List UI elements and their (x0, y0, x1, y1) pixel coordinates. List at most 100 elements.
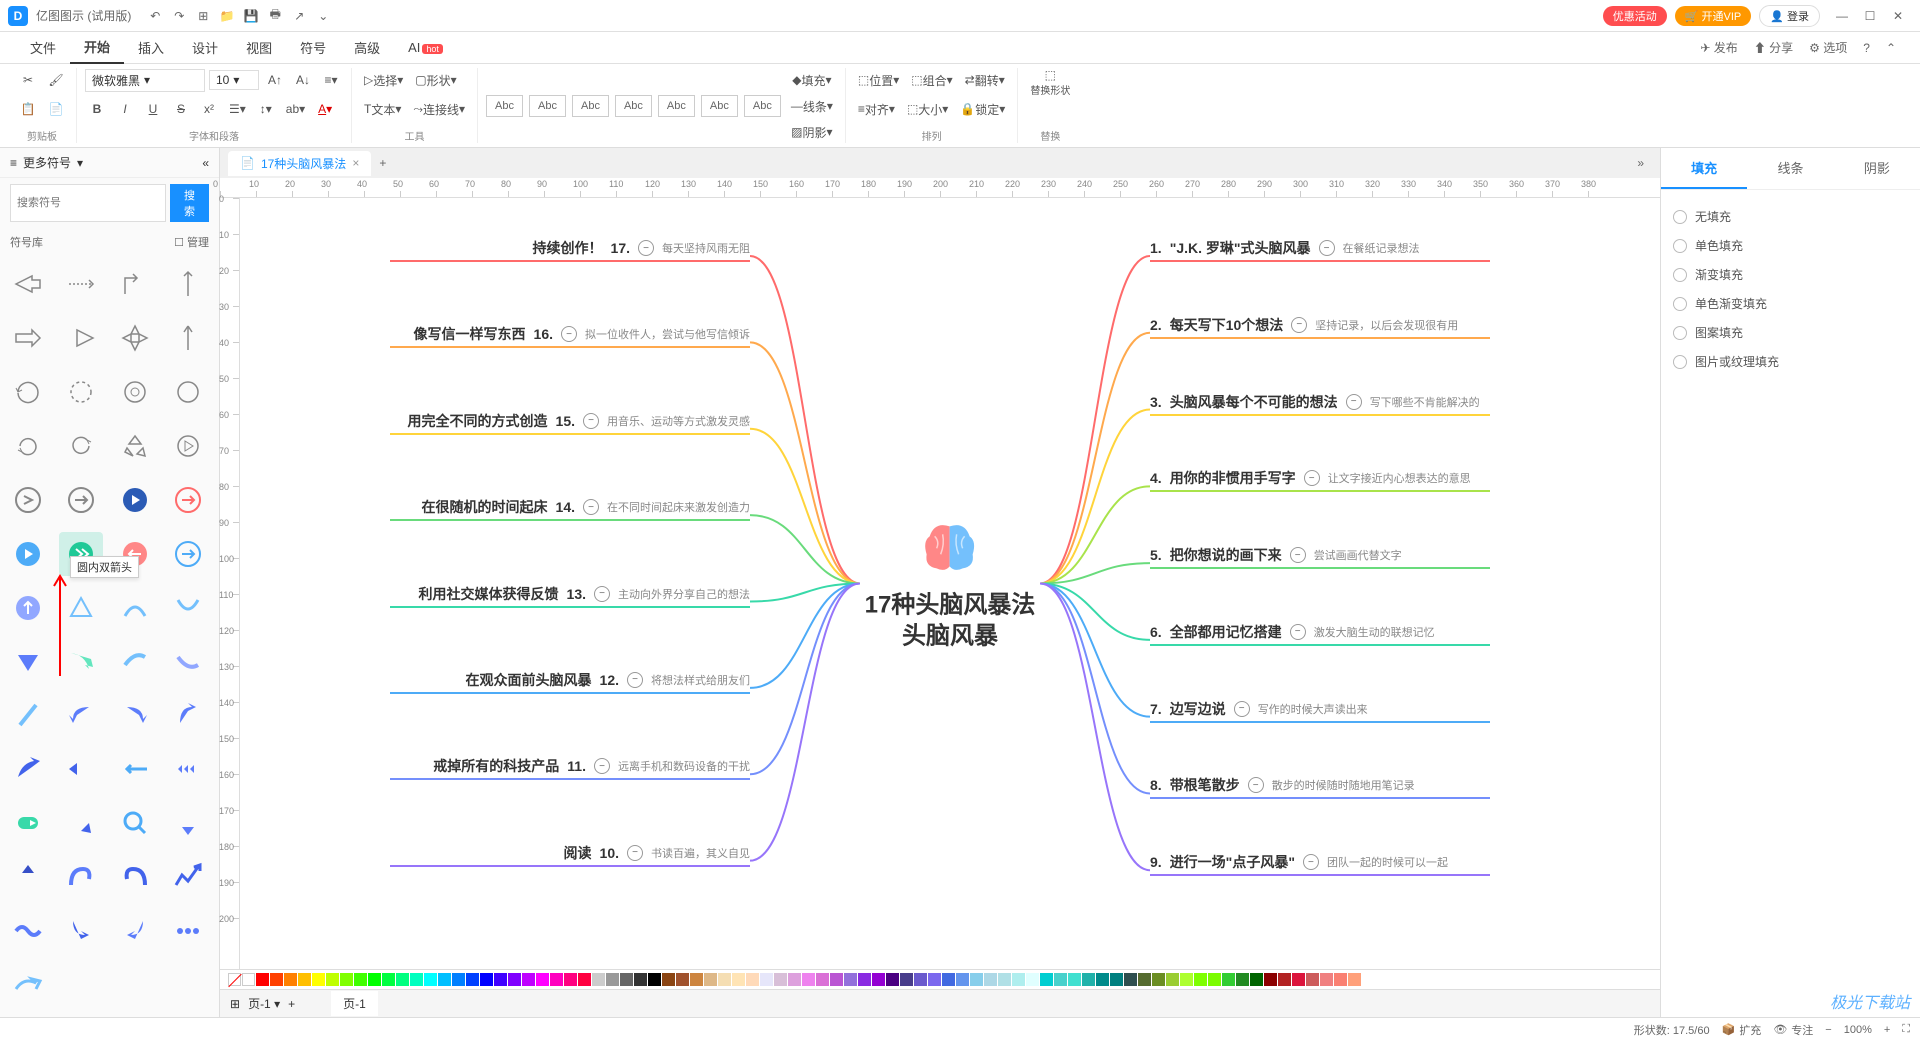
palette-swatch[interactable] (564, 973, 577, 986)
open-button[interactable]: 📁 (215, 4, 239, 28)
collapse-ribbon[interactable]: ⌃ (1878, 37, 1904, 59)
collapse-icon[interactable]: − (561, 326, 577, 342)
symbol-refresh-1[interactable] (6, 424, 50, 468)
palette-swatch[interactable] (508, 973, 521, 986)
tab-ai[interactable]: AIhot (394, 34, 457, 61)
palette-swatch[interactable] (1348, 973, 1361, 986)
collapse-icon[interactable]: − (583, 499, 599, 515)
palette-swatch[interactable] (284, 973, 297, 986)
mindmap-node-right-1[interactable]: 2.每天写下10个想法−坚持记录，以后会发现很有用 (1150, 315, 1458, 335)
mindmap-node-left-3[interactable]: 在不同时间起床来激发创造力−14.在很随机的时间起床 (422, 497, 750, 517)
fill-option-4[interactable]: 图案填充 (1673, 318, 1908, 347)
palette-swatch[interactable] (410, 973, 423, 986)
palette-swatch[interactable] (368, 973, 381, 986)
palette-swatch[interactable] (1152, 973, 1165, 986)
palette-swatch[interactable] (1194, 973, 1207, 986)
fill-option-2[interactable]: 渐变填充 (1673, 260, 1908, 289)
style-preset-4[interactable]: Abc (615, 95, 652, 117)
minimize-button[interactable]: — (1828, 4, 1856, 28)
palette-swatch[interactable] (648, 973, 661, 986)
palette-swatch[interactable] (1264, 973, 1277, 986)
position-button[interactable]: ⬚ 位置▾ (854, 68, 903, 92)
palette-swatch[interactable] (1082, 973, 1095, 986)
palette-swatch[interactable] (592, 973, 605, 986)
symbol-arrow-5[interactable] (6, 316, 50, 360)
fill-option-5[interactable]: 图片或纹理填充 (1673, 347, 1908, 376)
replace-shape-button[interactable]: ⬚替换形状 (1026, 68, 1074, 97)
collapse-icon[interactable]: − (1234, 701, 1250, 717)
collapse-icon[interactable]: − (594, 758, 610, 774)
palette-swatch[interactable] (578, 973, 591, 986)
style-preset-3[interactable]: Abc (572, 95, 609, 117)
symbol-wave-arrow[interactable] (6, 909, 50, 953)
palette-swatch[interactable] (466, 973, 479, 986)
palette-swatch[interactable] (844, 973, 857, 986)
palette-swatch[interactable] (998, 973, 1011, 986)
underline-button[interactable]: U (141, 97, 165, 121)
palette-swatch[interactable] (298, 973, 311, 986)
symbol-arrow-4[interactable] (166, 262, 210, 306)
mindmap-node-left-4[interactable]: 主动向外界分享自己的想法−13.利用社交媒体获得反馈 (419, 584, 750, 604)
palette-swatch[interactable] (1306, 973, 1319, 986)
expand-canvas-button[interactable]: » (1629, 152, 1652, 174)
zoom-in-button[interactable]: + (1884, 1024, 1890, 1036)
collapse-icon[interactable]: − (1291, 317, 1307, 333)
symbol-cycle-2[interactable] (59, 370, 103, 414)
palette-swatch[interactable] (634, 973, 647, 986)
tab-start[interactable]: 开始 (70, 31, 124, 64)
cut-button[interactable]: ✂ (16, 68, 40, 92)
palette-swatch[interactable] (606, 973, 619, 986)
palette-swatch[interactable] (984, 973, 997, 986)
palette-swatch[interactable] (1026, 973, 1039, 986)
symbol-cycle-1[interactable] (6, 370, 50, 414)
symbol-forward-blue-outline[interactable] (166, 532, 210, 576)
collapse-icon[interactable]: − (627, 845, 643, 861)
palette-swatch[interactable] (760, 973, 773, 986)
style-preset-7[interactable]: Abc (744, 95, 781, 117)
symbol-down-arrow[interactable] (166, 801, 210, 845)
palette-swatch[interactable] (536, 973, 549, 986)
palette-swatch[interactable] (1292, 973, 1305, 986)
symbol-curve-1[interactable] (113, 586, 157, 630)
palette-swatch[interactable] (1054, 973, 1067, 986)
collapse-icon[interactable]: − (1346, 394, 1362, 410)
undo-button[interactable]: ↶ (143, 4, 167, 28)
bullets-button[interactable]: ☰▾ (225, 97, 250, 121)
save-button[interactable]: 💾 (239, 4, 263, 28)
tab-view[interactable]: 视图 (232, 32, 286, 63)
canvas[interactable]: 17种头脑风暴法 头脑风暴 1."J.K. 罗琳"式头脑风暴−在餐纸记录想法2.… (240, 198, 1660, 969)
palette-swatch[interactable] (242, 973, 255, 986)
symbol-return-2[interactable] (113, 693, 157, 737)
symbol-recycle[interactable] (113, 424, 157, 468)
collapse-icon[interactable]: − (594, 586, 610, 602)
palette-swatch[interactable] (774, 973, 787, 986)
mindmap-node-left-1[interactable]: 拟一位收件人，尝试与他写信倾诉−16.像写信一样写东西 (414, 324, 750, 344)
palette-swatch[interactable] (1180, 973, 1193, 986)
palette-swatch[interactable] (1068, 973, 1081, 986)
symbol-magnify[interactable] (113, 801, 157, 845)
font-family-combo[interactable]: 微软雅黑 ▾ (85, 69, 205, 92)
palette-swatch[interactable] (494, 973, 507, 986)
palette-swatch[interactable] (1166, 973, 1179, 986)
fill-option-1[interactable]: 单色填充 (1673, 231, 1908, 260)
symbol-circle-arrow-red[interactable] (166, 478, 210, 522)
new-button[interactable]: ⊞ (191, 4, 215, 28)
palette-swatch[interactable] (1320, 973, 1333, 986)
palette-swatch[interactable] (970, 973, 983, 986)
palette-swatch[interactable] (620, 973, 633, 986)
print-button[interactable]: 🖶 (263, 4, 287, 28)
strike-button[interactable]: S (169, 97, 193, 121)
shadow-button[interactable]: ▨ 阴影▾ (787, 120, 837, 144)
symbol-return-1[interactable] (59, 693, 103, 737)
symbol-curve-2[interactable] (166, 586, 210, 630)
palette-swatch[interactable] (354, 973, 367, 986)
collapse-icon[interactable]: − (638, 240, 654, 256)
mindmap-center[interactable]: 17种头脑风暴法 头脑风暴 (865, 516, 1036, 651)
shrink-font-button[interactable]: A↓ (291, 68, 315, 92)
mindmap-node-right-4[interactable]: 5.把你想说的画下来−尝试画画代替文字 (1150, 545, 1402, 565)
palette-swatch[interactable] (550, 973, 563, 986)
palette-swatch[interactable] (746, 973, 759, 986)
symbol-arrow-8[interactable] (166, 316, 210, 360)
help-button[interactable]: ? (1855, 37, 1878, 59)
highlight-button[interactable]: ab▾ (282, 97, 309, 121)
